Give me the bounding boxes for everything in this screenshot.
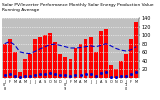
- Bar: [58, 54, 62, 78]
- Bar: [3, 44, 7, 78]
- Bar: [124, 54, 128, 78]
- Bar: [79, 44, 82, 78]
- Point: [74, 74, 77, 76]
- Point: [13, 75, 16, 77]
- Bar: [74, 48, 77, 78]
- Bar: [99, 31, 103, 78]
- Bar: [64, 57, 67, 78]
- Bar: [8, 39, 12, 78]
- Bar: [48, 33, 52, 78]
- Point: [44, 73, 46, 74]
- Point: [64, 75, 67, 76]
- Point: [79, 74, 82, 75]
- Point: [104, 72, 107, 73]
- Point: [3, 74, 6, 75]
- Point: [84, 73, 87, 75]
- Point: [130, 73, 132, 74]
- Bar: [13, 52, 17, 78]
- Point: [29, 76, 31, 77]
- Bar: [84, 39, 88, 78]
- Bar: [129, 39, 133, 78]
- Bar: [119, 61, 123, 78]
- Bar: [89, 37, 92, 78]
- Point: [120, 76, 122, 77]
- Point: [39, 73, 41, 75]
- Point: [24, 75, 26, 77]
- Point: [54, 73, 56, 75]
- Bar: [53, 42, 57, 78]
- Point: [59, 75, 62, 76]
- Point: [19, 76, 21, 78]
- Point: [110, 76, 112, 78]
- Point: [69, 76, 72, 77]
- Point: [89, 73, 92, 74]
- Bar: [104, 29, 108, 78]
- Point: [125, 75, 127, 77]
- Point: [135, 71, 137, 73]
- Point: [100, 72, 102, 74]
- Point: [94, 75, 97, 77]
- Bar: [18, 72, 22, 78]
- Bar: [33, 39, 37, 78]
- Bar: [134, 22, 138, 78]
- Bar: [109, 65, 113, 78]
- Point: [115, 76, 117, 78]
- Bar: [94, 52, 98, 78]
- Bar: [43, 35, 47, 78]
- Bar: [23, 59, 27, 78]
- Point: [8, 73, 11, 74]
- Bar: [28, 54, 32, 78]
- Bar: [114, 69, 118, 78]
- Point: [49, 72, 52, 74]
- Bar: [68, 59, 72, 78]
- Point: [34, 74, 36, 75]
- Bar: [38, 37, 42, 78]
- Text: Solar PV/Inverter Performance Monthly Solar Energy Production Value Running Aver: Solar PV/Inverter Performance Monthly So…: [2, 3, 153, 12]
